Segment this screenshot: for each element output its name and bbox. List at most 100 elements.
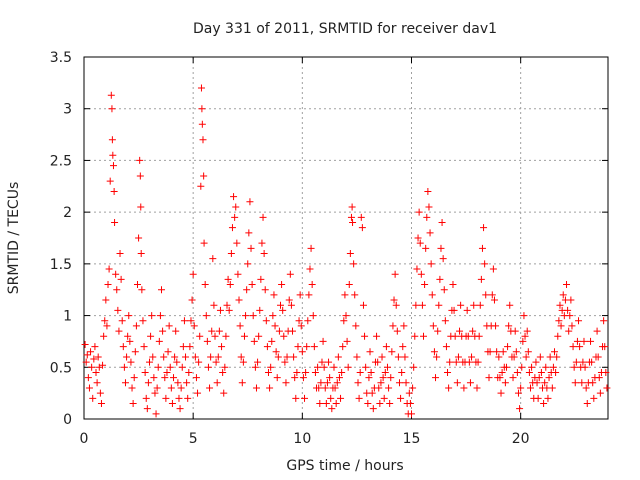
data-point <box>171 353 179 361</box>
data-point <box>463 306 471 314</box>
data-point <box>108 136 116 144</box>
data-point <box>190 322 198 330</box>
data-point <box>499 348 507 356</box>
data-point <box>554 332 562 340</box>
data-point <box>234 270 242 278</box>
data-point <box>322 399 330 407</box>
data-point <box>163 368 171 376</box>
data-point <box>93 379 101 387</box>
data-point <box>465 358 473 366</box>
data-point <box>283 353 291 361</box>
data-point <box>331 384 339 392</box>
data-point <box>251 363 259 371</box>
data-point <box>346 250 354 258</box>
data-point <box>137 203 145 211</box>
data-point <box>301 394 309 402</box>
data-point <box>486 348 494 356</box>
data-point <box>296 291 304 299</box>
data-point <box>432 374 440 382</box>
data-point <box>237 353 245 361</box>
data-point <box>353 353 361 361</box>
data-point <box>273 374 281 382</box>
data-point <box>259 213 267 221</box>
data-point <box>593 327 601 335</box>
data-point <box>489 265 497 273</box>
data-point <box>516 405 524 413</box>
data-point <box>405 389 413 397</box>
data-point <box>136 172 144 180</box>
data-point <box>410 363 418 371</box>
data-point <box>366 348 374 356</box>
data-point <box>272 348 280 356</box>
data-point <box>332 399 340 407</box>
data-point <box>221 363 229 371</box>
data-point <box>496 374 504 382</box>
data-point <box>440 286 448 294</box>
data-point <box>589 379 597 387</box>
data-point <box>564 306 572 314</box>
data-point <box>481 260 489 268</box>
data-point <box>246 198 254 206</box>
data-point <box>247 244 255 252</box>
y-tick-label: 2 <box>63 205 72 221</box>
data-point <box>468 353 476 361</box>
x-tick-label: 20 <box>512 431 530 447</box>
data-point <box>595 374 603 382</box>
data-point <box>450 306 458 314</box>
data-point <box>316 399 324 407</box>
data-point <box>571 379 579 387</box>
data-point <box>580 337 588 345</box>
data-point <box>341 291 349 299</box>
data-point <box>120 363 128 371</box>
data-point <box>230 193 238 201</box>
data-point <box>226 281 234 289</box>
data-point <box>488 291 496 299</box>
data-point <box>100 332 108 340</box>
data-points <box>81 84 611 418</box>
data-point <box>255 332 263 340</box>
data-point <box>151 389 159 397</box>
data-point <box>201 281 209 289</box>
data-point <box>121 379 129 387</box>
data-point <box>328 405 336 413</box>
data-point <box>179 343 187 351</box>
data-point <box>209 255 217 263</box>
data-point <box>430 348 438 356</box>
data-point <box>449 281 457 289</box>
data-point <box>136 156 144 164</box>
data-point <box>271 322 279 330</box>
x-tick-label: 5 <box>189 431 198 447</box>
data-point <box>536 353 544 361</box>
data-point <box>526 384 534 392</box>
data-point <box>183 379 191 387</box>
data-point <box>578 379 586 387</box>
data-point <box>189 270 197 278</box>
data-point <box>327 394 335 402</box>
data-point <box>187 317 195 325</box>
data-point <box>159 327 167 335</box>
data-point <box>232 203 240 211</box>
x-tick-label: 15 <box>403 431 421 447</box>
data-point <box>568 322 576 330</box>
data-point <box>99 361 107 369</box>
data-point <box>106 177 114 185</box>
y-axis-title: SRMTID / TECUs <box>6 182 22 295</box>
grid <box>84 57 608 419</box>
data-point <box>90 355 98 363</box>
data-point <box>442 343 450 351</box>
data-point <box>128 384 136 392</box>
data-point <box>373 332 381 340</box>
data-point <box>320 363 328 371</box>
data-point <box>399 343 407 351</box>
data-point <box>124 332 132 340</box>
data-point <box>415 208 423 216</box>
data-point <box>185 368 193 376</box>
data-point <box>581 363 589 371</box>
data-point <box>477 275 485 283</box>
data-point <box>281 358 289 366</box>
data-point <box>94 353 102 361</box>
data-point <box>423 213 431 221</box>
data-point <box>203 337 211 345</box>
data-point <box>198 120 206 128</box>
data-point <box>191 353 199 361</box>
